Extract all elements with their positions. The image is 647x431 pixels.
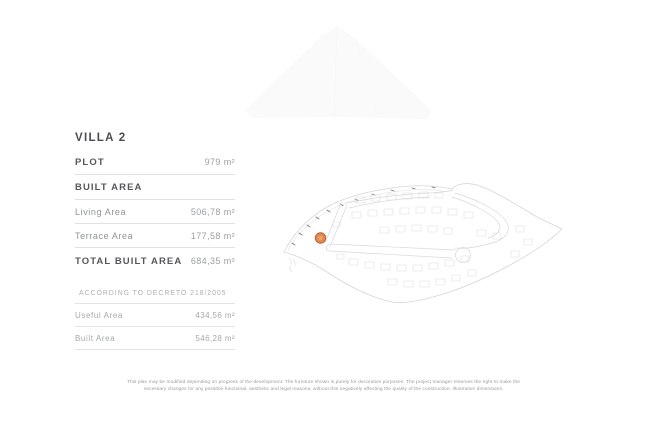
plot-label: PLOT [75, 157, 105, 168]
villa-footprints [332, 191, 533, 288]
total-value: 684,35 m² [190, 256, 235, 266]
built-area-header: BUILT AREA [75, 182, 143, 193]
total-built-area-row: TOTAL BUILT AREA 684,35 m² [75, 248, 235, 274]
disclaimer: This plan may be modified depending on p… [109, 379, 539, 393]
row-label: Built Area [75, 334, 116, 343]
table-row-useful-area: Useful Area 434,56 m² [75, 304, 235, 327]
row-value: 434,56 m² [195, 311, 235, 320]
villa-2-location-marker[interactable] [314, 232, 327, 244]
table-row-terrace-area: Terrace Area 177,58 m² [75, 224, 235, 248]
total-label: TOTAL BUILT AREA [75, 256, 183, 267]
site-plan-drawing [283, 183, 563, 303]
villa-spec-panel: VILLA 2 PLOT 979 m² BUILT AREA Living Ar… [75, 132, 235, 350]
row-value: 177,58 m² [190, 231, 235, 241]
plot-row: PLOT 979 m² [75, 151, 235, 175]
row-label: Living Area [75, 207, 127, 217]
row-value: 506,78 m² [190, 207, 235, 217]
disclaimer-line-2: necessary changes for any possible funct… [143, 387, 504, 392]
plan-roads [324, 189, 509, 263]
disclaimer-line-1: This plan may be modified depending on p… [126, 380, 521, 385]
row-value: 546,28 m² [195, 334, 235, 343]
decreto-section-header: ACCORDING TO DECRETO 218/2005 [75, 290, 235, 304]
watermark-mountain-shape [245, 25, 432, 119]
built-area-header-row: BUILT AREA [75, 175, 235, 200]
table-row-built-area: Built Area 546,28 m² [75, 327, 235, 350]
villa-title: VILLA 2 [75, 132, 127, 144]
plan-outer-boundary [283, 183, 563, 303]
row-label: Terrace Area [75, 231, 134, 241]
row-label: Useful Area [75, 311, 123, 320]
plot-value: 979 m² [204, 157, 235, 167]
table-row-living-area: Living Area 506,78 m² [75, 200, 235, 224]
